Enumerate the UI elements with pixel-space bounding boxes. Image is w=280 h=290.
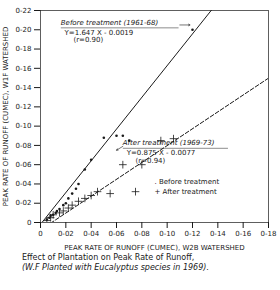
- svg-text:Y=0.875 X - 0.0077: Y=0.875 X - 0.0077: [126, 149, 196, 157]
- svg-text:PEAK RATE OF RUNOFF (CUMEC), W: PEAK RATE OF RUNOFF (CUMEC), W1F WATERSH…: [2, 27, 10, 207]
- svg-text:+ After treatment: + After treatment: [155, 188, 217, 196]
- svg-text:0-14: 0-14: [210, 230, 226, 238]
- svg-text:0-10: 0-10: [16, 122, 32, 130]
- svg-text:0-18: 0-18: [261, 230, 277, 238]
- svg-text:(r=0.90): (r=0.90): [73, 36, 103, 44]
- svg-text:0-18: 0-18: [16, 45, 32, 53]
- svg-text:0-14: 0-14: [16, 84, 32, 92]
- svg-text:0-06: 0-06: [16, 161, 32, 169]
- svg-text:PEAK RATE OF RUNOFF (CUMEC), W: PEAK RATE OF RUNOFF (CUMEC), W2B WATERSH…: [64, 244, 244, 252]
- svg-text:0: 0: [27, 219, 31, 227]
- svg-text:0-10: 0-10: [159, 230, 175, 238]
- svg-text:0-12: 0-12: [185, 230, 201, 238]
- svg-text:0-02: 0-02: [58, 230, 74, 238]
- svg-text:0-16: 0-16: [235, 230, 251, 238]
- svg-text:0-16: 0-16: [16, 65, 32, 73]
- html-text:Effect of Plantation on Peak R: Effect of Plantation on Peak Rate of Run…: [22, 253, 195, 262]
- svg-text:0-22: 0-22: [16, 7, 32, 15]
- svg-text:0: 0: [38, 230, 42, 238]
- svg-text:0-02: 0-02: [16, 199, 32, 207]
- svg-text:Before treatment (1961-68): Before treatment (1961-68): [61, 19, 159, 27]
- svg-text:0-08: 0-08: [16, 142, 32, 150]
- svg-text:0-20: 0-20: [16, 26, 32, 34]
- svg-text:Y=1.647 X - 0.0019: Y=1.647 X - 0.0019: [64, 28, 134, 37]
- svg-text:0-06: 0-06: [109, 230, 125, 238]
- svg-text:(r=0.94): (r=0.94): [136, 157, 166, 165]
- svg-text:0-08: 0-08: [134, 230, 150, 238]
- svg-text:0-04: 0-04: [16, 180, 32, 188]
- svg-text:After treatment (1969-73): After treatment (1969-73): [122, 139, 215, 147]
- svg-text:. Before treatment: . Before treatment: [155, 178, 220, 186]
- html-text:(W.F Planted with Eucalyptus s: (W.F Planted with Eucalyptus species in …: [22, 263, 209, 272]
- svg-text:0-12: 0-12: [16, 103, 32, 111]
- svg-text:0-04: 0-04: [83, 230, 99, 238]
